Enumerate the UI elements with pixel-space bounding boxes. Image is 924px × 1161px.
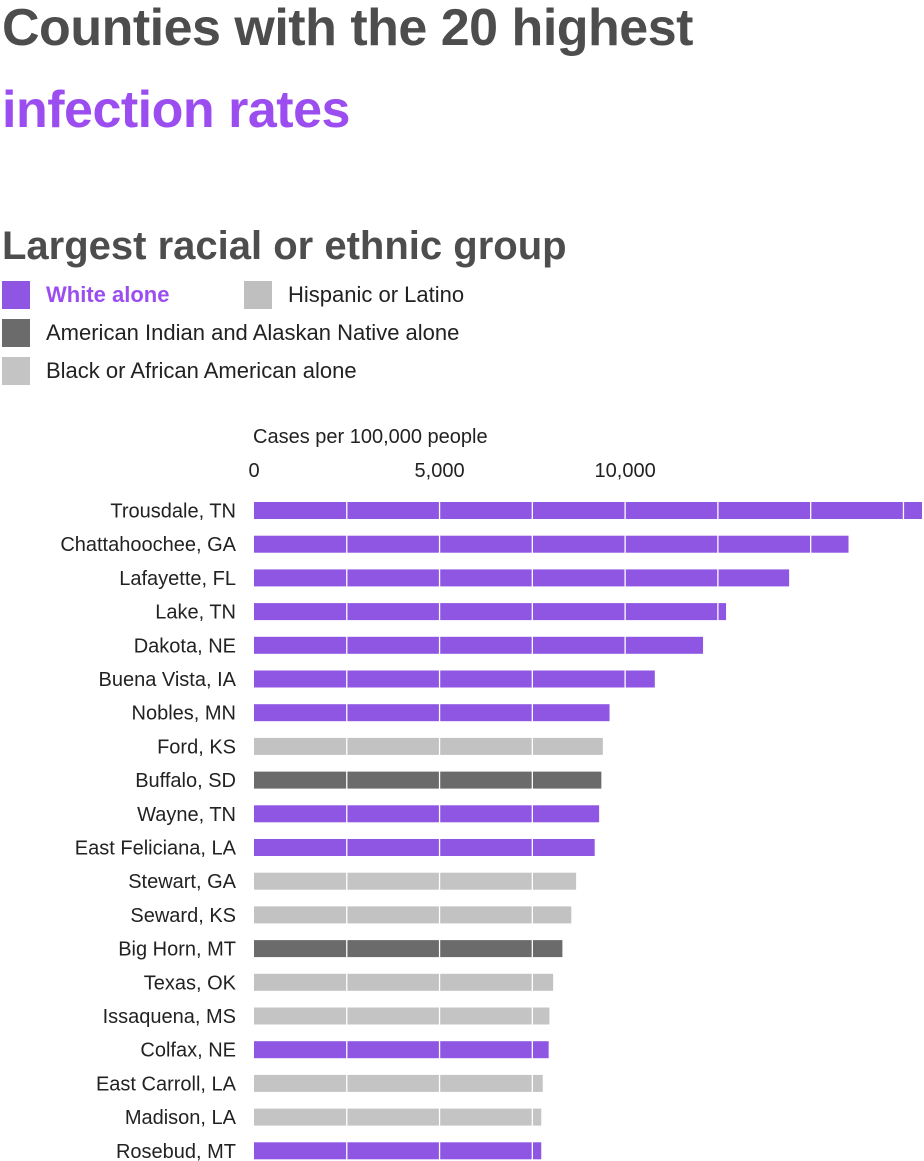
category-label: Colfax, NE: [140, 1040, 236, 1062]
bar: [254, 771, 602, 789]
bar: [254, 737, 603, 755]
bar: [254, 872, 577, 890]
category-label: Texas, OK: [144, 972, 237, 994]
category-label: Ford, KS: [157, 736, 236, 758]
category-label: Chattahoochee, GA: [60, 534, 236, 556]
chart-title-line-1: Counties with the 20 highest: [2, 0, 693, 57]
bar: [254, 1041, 549, 1059]
category-label: East Carroll, LA: [96, 1073, 237, 1095]
bar: [254, 1108, 542, 1126]
bar: [254, 670, 655, 688]
category-label: Seward, KS: [130, 905, 236, 927]
bar: [254, 839, 595, 856]
bar: [254, 906, 572, 924]
x-tick-label: 10,000: [595, 460, 656, 482]
bar: [254, 535, 849, 553]
category-label: Buffalo, SD: [135, 770, 236, 792]
chart-title-line-2: infection rates: [2, 81, 350, 139]
category-label: Issaquena, MS: [103, 1006, 236, 1028]
bar: [254, 1074, 543, 1092]
legend-title: Largest racial or ethnic group: [2, 224, 567, 268]
category-label: Dakota, NE: [134, 635, 236, 657]
bar-chart: Cases per 100,000 people 0 5,000 10,000 Tr…: [60, 426, 922, 1161]
bar: [254, 1007, 550, 1025]
x-tick-label: 0: [248, 460, 259, 482]
x-tick-label: 5,000: [415, 460, 465, 482]
bar: [254, 704, 610, 722]
category-label: East Feliciana, LA: [75, 838, 237, 860]
category-label: Nobles, MN: [132, 703, 236, 725]
legend-label-hispanic: Hispanic or Latino: [288, 282, 465, 307]
bar: [254, 940, 563, 958]
x-axis-label: Cases per 100,000 people: [253, 426, 488, 448]
legend-label-american-indian: American Indian and Alaskan Native alone: [46, 320, 460, 345]
bar: [254, 636, 704, 654]
legend-label-black: Black or African American alone: [46, 358, 357, 383]
legend-swatch-hispanic: [244, 281, 272, 309]
bar: [254, 603, 727, 621]
bar: [254, 805, 600, 823]
category-label: Big Horn, MT: [118, 939, 236, 961]
legend-swatch-american-indian: [2, 319, 30, 347]
category-label: Lafayette, FL: [119, 568, 236, 590]
legend-swatch-black: [2, 357, 30, 385]
category-label: Lake, TN: [155, 602, 236, 624]
category-label: Trousdale, TN: [110, 501, 236, 523]
category-label: Rosebud, MT: [116, 1141, 236, 1161]
category-label: Wayne, TN: [137, 804, 236, 826]
bar: [254, 502, 922, 519]
category-label: Buena Vista, IA: [99, 669, 237, 691]
bar: [254, 1142, 542, 1160]
legend-swatch-white: [2, 281, 30, 309]
bar: [254, 569, 790, 587]
bar: [254, 973, 554, 991]
category-label: Stewart, GA: [128, 871, 236, 893]
legend-label-white: White alone: [46, 282, 170, 307]
category-label: Madison, LA: [125, 1107, 237, 1129]
